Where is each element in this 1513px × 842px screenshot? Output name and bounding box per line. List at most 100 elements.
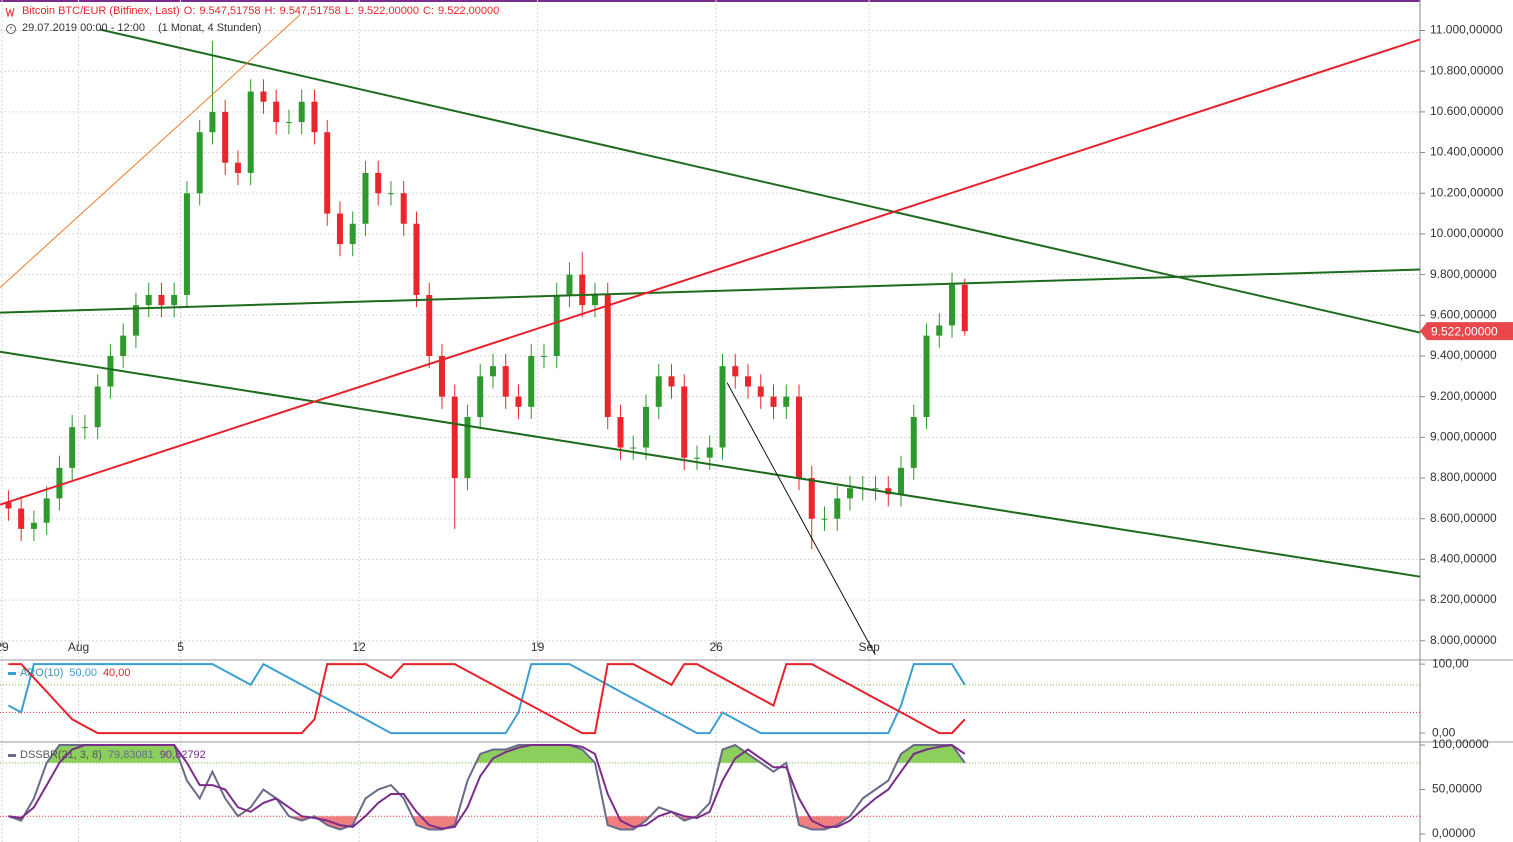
indicator-name: ARO(10): [20, 667, 64, 679]
candle-body: [936, 325, 943, 336]
candle-body: [5, 502, 12, 509]
price-tag: [1420, 322, 1513, 341]
candle-body: [910, 417, 917, 468]
candle-body: [400, 193, 407, 224]
legend-value: 79,83081: [107, 749, 154, 761]
candle-body: [885, 488, 892, 495]
ohlc-name: L:: [344, 5, 354, 17]
candle-body: [426, 294, 433, 356]
ohlc-name: C:: [423, 5, 435, 17]
y-tick-label: 10.800,00000: [1430, 63, 1504, 77]
candle-body: [336, 213, 343, 245]
candle-body: [553, 294, 560, 356]
trendline: [0, 38, 1421, 506]
candle-body: [30, 522, 37, 529]
candle-body: [783, 396, 790, 407]
candle-body: [43, 498, 50, 523]
candle-body: [681, 386, 688, 458]
candle-body: [719, 366, 726, 448]
candle-body: [107, 355, 114, 387]
candle-body: [158, 294, 165, 306]
candle-body: [324, 132, 331, 214]
candle-body: [375, 172, 382, 194]
candle-body: [744, 376, 751, 387]
y-tick-label: 10.000,00000: [1430, 226, 1504, 240]
level-fill: [8, 745, 965, 763]
candle-body: [961, 284, 968, 332]
candle-body: [298, 101, 305, 123]
indicator-legend: DSSBR(21, 3, 8) 79,83081 90,82792: [8, 749, 212, 761]
y-tick-label: 10.400,00000: [1430, 145, 1504, 159]
candle-body: [18, 508, 25, 529]
ohlc-value: 9.547,51758: [199, 5, 261, 17]
candle-body: [247, 91, 254, 173]
candle-body: [94, 386, 101, 428]
candle-body: [209, 111, 216, 133]
x-tick-label: Aug: [68, 640, 89, 654]
y-tick-label: 11.000,00000: [1430, 23, 1503, 37]
ohlc-value: 9.522,00000: [357, 5, 420, 17]
candle-body: [349, 223, 356, 245]
candle-body: [630, 447, 637, 449]
candle-body: [515, 396, 522, 407]
candle-body: [528, 355, 535, 407]
candle-body: [183, 193, 190, 295]
candle-body: [171, 294, 178, 306]
indicator-line: [8, 743, 966, 830]
candle-body: [706, 447, 713, 458]
candle-body: [591, 294, 598, 306]
candle-body: [923, 335, 930, 418]
candle-body: [834, 498, 841, 519]
candle-body: [489, 366, 496, 377]
x-tick-label: 12: [352, 640, 366, 654]
price-tag-label: 9.522,00000: [1431, 324, 1498, 338]
y-tick-label: 0,00: [1432, 725, 1456, 739]
ohlc-name: H:: [264, 5, 276, 17]
indicator-line: [7, 662, 966, 735]
candle-body: [56, 467, 63, 499]
indicator-name: DSSBR(21, 3, 8): [20, 749, 102, 761]
date-range: 29.07.2019 00:00 - 12:00: [22, 22, 145, 34]
candle-body: [872, 488, 879, 490]
trendline: [0, 350, 1421, 578]
trendline: [99, 28, 1421, 334]
y-tick-label: 8.600,00000: [1430, 511, 1497, 525]
candle-body: [579, 274, 586, 306]
candle-body: [222, 111, 229, 163]
y-tick-label: 100,00000: [1432, 737, 1489, 751]
candle-body: [604, 294, 611, 418]
candle-body: [451, 396, 458, 479]
y-tick-label: 9.200,00000: [1430, 389, 1497, 403]
indicator-legend: ARO(10) 50,00 40,00: [8, 667, 136, 679]
y-tick-label: 8.000,00000: [1430, 633, 1497, 647]
candle-body: [617, 417, 624, 448]
y-tick-label: 9.600,00000: [1430, 307, 1497, 321]
candle-body: [732, 366, 739, 377]
candle-body: [477, 376, 484, 418]
legend-swatch: [8, 671, 16, 675]
candle-body: [260, 91, 267, 102]
logo-icon: [5, 7, 15, 18]
candle-body: [311, 101, 318, 133]
candle-body: [757, 386, 764, 397]
candle-body: [234, 162, 241, 173]
candle-body: [949, 284, 956, 326]
candle-body: [808, 478, 815, 519]
candle-body: [81, 427, 88, 429]
legend-value: 50,00: [69, 667, 97, 679]
y-tick-label: 9.000,00000: [1430, 430, 1497, 444]
legend-swatch: [8, 753, 16, 757]
y-tick-label: 8.400,00000: [1430, 552, 1497, 566]
y-tick-label: 10.200,00000: [1430, 185, 1504, 199]
candle-body: [821, 518, 828, 520]
candle-body: [273, 101, 280, 123]
y-tick-label: 9.800,00000: [1430, 267, 1497, 281]
candle-body: [847, 488, 854, 499]
candle-body: [540, 355, 547, 357]
candle-body: [285, 122, 292, 124]
x-tick-label: 19: [531, 640, 545, 654]
period: (1 Monat, 4 Stunden): [158, 22, 262, 34]
candle-body: [655, 376, 662, 407]
ohlc-value: 9.522,00000: [438, 5, 500, 17]
